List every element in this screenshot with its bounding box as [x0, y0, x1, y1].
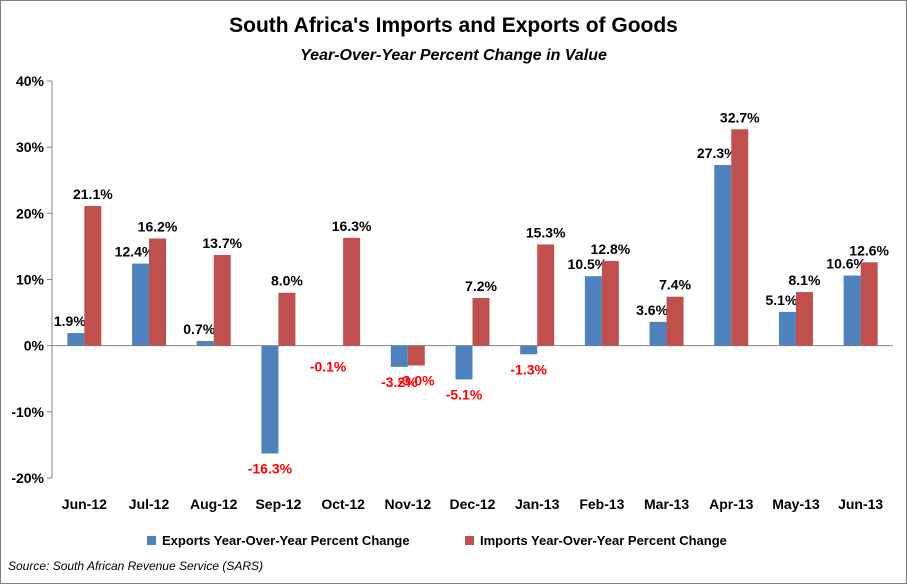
y-tick-label: 30%	[16, 139, 45, 155]
y-tick-label: 0%	[24, 338, 45, 354]
legend-swatch-imports	[465, 536, 474, 545]
bar-imports	[666, 296, 684, 346]
x-tick-label: Jun-12	[62, 496, 107, 512]
data-label-imports: 12.8%	[591, 241, 631, 257]
bar-imports	[407, 345, 425, 366]
bar-imports	[601, 260, 619, 346]
data-label-exports: 27.3%	[697, 145, 737, 161]
bar-imports	[795, 292, 813, 346]
bar-imports	[149, 238, 167, 346]
legend-item-exports: Exports Year-Over-Year Percent Change	[147, 533, 410, 548]
bar-exports	[261, 345, 279, 454]
x-tick-label: May-13	[772, 496, 820, 512]
x-tick-label: Mar-13	[644, 496, 689, 512]
data-label-exports: 12.4%	[115, 244, 155, 260]
x-tick-label: Jul-12	[129, 496, 170, 512]
chart-legend: Exports Year-Over-Year Percent Change Im…	[0, 533, 907, 553]
data-label-exports: 3.6%	[636, 302, 668, 318]
data-label-imports: 32.7%	[720, 109, 760, 125]
data-label-exports: 5.1%	[766, 292, 798, 308]
data-label-imports: 7.4%	[659, 277, 691, 293]
x-tick-label: Aug-12	[190, 496, 238, 512]
data-label-exports: -0.1%	[310, 359, 347, 375]
bar-exports	[649, 321, 667, 346]
chart-title: South Africa's Imports and Exports of Go…	[229, 14, 678, 37]
data-label-imports: 15.3%	[526, 224, 566, 240]
bar-exports	[778, 311, 796, 346]
data-label-exports: -1.3%	[510, 361, 547, 377]
bar-exports	[584, 276, 602, 346]
bar-exports	[132, 263, 150, 346]
y-tick-label: -10%	[11, 404, 44, 420]
bar-imports	[860, 262, 878, 346]
data-label-imports: 13.7%	[202, 235, 242, 251]
x-tick-label: Apr-13	[709, 496, 754, 512]
y-tick-label: 20%	[16, 205, 45, 221]
x-tick-label: Dec-12	[450, 496, 496, 512]
data-label-imports: 12.6%	[849, 242, 889, 258]
x-tick-label: Nov-12	[384, 496, 431, 512]
data-label-exports: -5.1%	[446, 386, 483, 402]
data-label-imports: 7.2%	[465, 278, 497, 294]
data-label-imports: 8.1%	[789, 272, 821, 288]
bar-imports	[84, 206, 102, 346]
data-label-imports: 21.1%	[73, 186, 113, 202]
data-label-imports: 16.3%	[332, 218, 372, 234]
data-label-exports: 0.7%	[183, 321, 215, 337]
bar-exports	[67, 333, 85, 346]
x-tick-label: Jun-13	[838, 496, 883, 512]
bar-exports	[714, 165, 732, 346]
bar-exports	[390, 345, 408, 367]
legend-label-exports: Exports Year-Over-Year Percent Change	[162, 533, 410, 548]
y-tick-label: 40%	[16, 73, 45, 89]
bar-imports	[278, 292, 296, 346]
y-tick-label: -20%	[11, 470, 44, 486]
data-label-exports: -16.3%	[248, 461, 293, 477]
data-label-exports: 1.9%	[54, 313, 86, 329]
chart-subtitle: Year-Over-Year Percent Change in Value	[300, 47, 607, 64]
data-label-imports: -3.0%	[398, 373, 435, 389]
source-note: Source: South African Revenue Service (S…	[8, 559, 264, 573]
bar-exports	[196, 341, 214, 346]
data-label-imports: 8.0%	[271, 273, 303, 289]
x-tick-label: Jan-13	[515, 496, 560, 512]
bar-imports	[343, 237, 361, 346]
data-label-exports: 10.6%	[826, 256, 866, 272]
bar-exports	[455, 345, 473, 380]
bar-imports	[472, 298, 490, 346]
legend-label-imports: Imports Year-Over-Year Percent Change	[480, 533, 727, 548]
x-tick-label: Oct-12	[321, 496, 365, 512]
x-tick-label: Sep-12	[255, 496, 301, 512]
bar-imports	[213, 255, 231, 346]
legend-swatch-exports	[147, 536, 156, 545]
legend-item-imports: Imports Year-Over-Year Percent Change	[465, 533, 727, 548]
bar-exports	[843, 275, 861, 346]
data-label-exports: -3.2%	[381, 374, 418, 390]
bar-imports	[731, 129, 749, 346]
y-tick-label: 10%	[16, 272, 45, 288]
data-label-imports: 16.2%	[138, 218, 178, 234]
bar-exports	[520, 345, 538, 355]
data-label-exports: 10.5%	[568, 256, 608, 272]
x-tick-label: Feb-13	[579, 496, 624, 512]
bar-imports	[537, 244, 555, 346]
